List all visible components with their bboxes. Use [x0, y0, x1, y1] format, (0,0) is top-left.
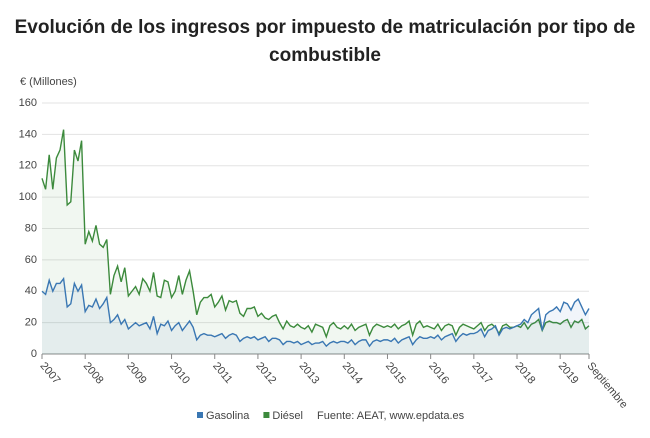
x-tick-label: 2007 — [37, 360, 62, 386]
x-tick-label: 2019 — [556, 360, 581, 386]
y-tick-label: 160 — [19, 97, 37, 109]
x-tick-label: 2008 — [81, 360, 106, 386]
y-tick-label: 140 — [19, 128, 37, 140]
x-tick-label: 2010 — [167, 360, 192, 386]
x-tick-label: 2014 — [340, 360, 365, 386]
y-tick-label: 0 — [31, 348, 37, 360]
x-tick-label: 2011 — [210, 360, 234, 386]
x-tick-label: Septiembre — [584, 360, 629, 411]
x-tick-label: 2016 — [426, 360, 451, 386]
chart-title: Evolución de los ingresos por impuesto d… — [14, 17, 636, 66]
x-tick-label: 2013 — [297, 360, 322, 386]
legend-label: Diésel — [272, 410, 303, 422]
line — [41, 276, 590, 348]
y-axis-label: € (Millones) — [20, 76, 77, 88]
x-tick-label: 2015 — [383, 360, 408, 386]
area-fill — [42, 129, 589, 354]
x-tick-label: 2012 — [253, 360, 278, 386]
y-tick-label: 60 — [25, 254, 37, 266]
x-tick-label: 2009 — [124, 360, 149, 386]
x-tick-label: 2018 — [513, 360, 538, 386]
legend-label: Gasolina — [206, 410, 250, 422]
y-tick-label: 80 — [25, 222, 37, 234]
y-tick-label: 120 — [19, 160, 37, 172]
y-tick-label: 20 — [25, 317, 37, 329]
y-tick-label: 100 — [19, 191, 37, 203]
legend-swatch — [197, 412, 203, 418]
legend-swatch — [263, 412, 270, 418]
x-tick-label: 2017 — [469, 360, 494, 386]
y-tick-label: 40 — [25, 285, 37, 297]
source: Fuente: AEAT, www.epdata.es — [317, 410, 465, 422]
